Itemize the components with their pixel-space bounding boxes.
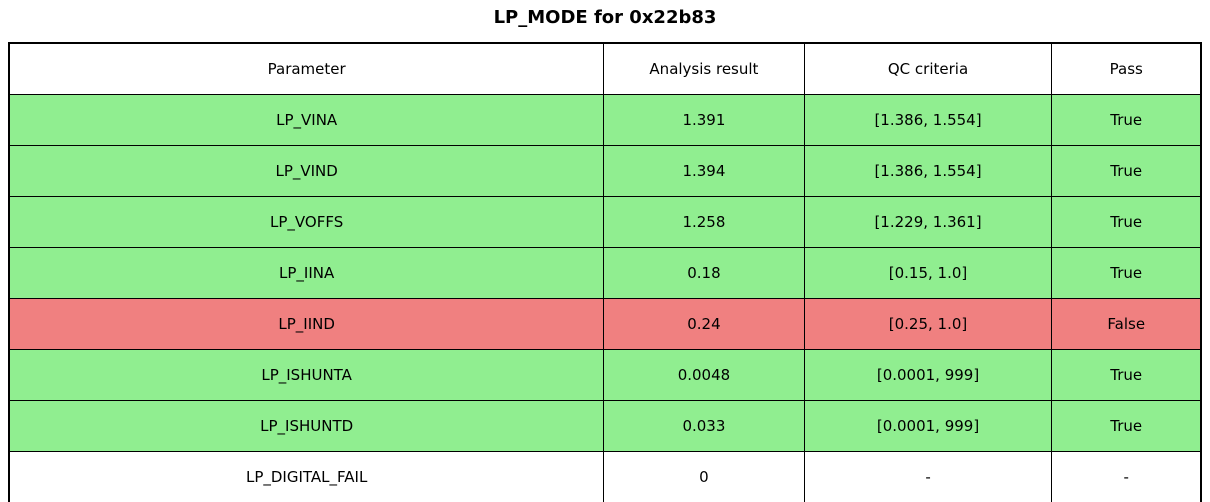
- table-header: Parameter Analysis result QC criteria Pa…: [8, 42, 1202, 95]
- table-row: LP_VOFFS 1.258 [1.229, 1.361] True: [8, 196, 1202, 248]
- analysis-result-cell: 0.0048: [603, 349, 805, 401]
- qc-criteria-cell: [1.386, 1.554]: [803, 94, 1053, 146]
- pass-cell: True: [1051, 247, 1202, 299]
- pass-cell: True: [1051, 94, 1202, 146]
- header-qc-criteria: QC criteria: [803, 42, 1053, 95]
- qc-results-table: Parameter Analysis result QC criteria Pa…: [8, 42, 1202, 502]
- analysis-result-cell: 0.18: [603, 247, 805, 299]
- table-row: LP_IINA 0.18 [0.15, 1.0] True: [8, 247, 1202, 299]
- table-body: LP_VINA 1.391 [1.386, 1.554] True LP_VIND 1.3…: [8, 94, 1202, 502]
- parameter-cell: LP_VINA: [8, 94, 605, 146]
- table-row: LP_ISHUNTD 0.033 [0.0001, 999] True: [8, 400, 1202, 452]
- pass-cell: True: [1051, 400, 1202, 452]
- table-row: LP_IIND 0.24 [0.25, 1.0] False: [8, 298, 1202, 350]
- chart-title: LP_MODE for 0x22b83: [493, 7, 717, 28]
- qc-criteria-cell: [0.0001, 999]: [803, 400, 1053, 452]
- header-pass: Pass: [1051, 42, 1202, 95]
- table-row: LP_ISHUNTA 0.0048 [0.0001, 999] True: [8, 349, 1202, 401]
- pass-cell: True: [1051, 349, 1202, 401]
- qc-criteria-cell: [0.15, 1.0]: [803, 247, 1053, 299]
- pass-cell: False: [1051, 298, 1202, 350]
- pass-cell: True: [1051, 196, 1202, 248]
- parameter-cell: LP_ISHUNTD: [8, 400, 605, 452]
- qc-criteria-cell: [0.25, 1.0]: [803, 298, 1053, 350]
- qc-criteria-cell: [0.0001, 999]: [803, 349, 1053, 401]
- qc-criteria-cell: -: [803, 451, 1053, 502]
- parameter-cell: LP_ISHUNTA: [8, 349, 605, 401]
- parameter-cell: LP_VOFFS: [8, 196, 605, 248]
- header-row: Parameter Analysis result QC criteria Pa…: [8, 42, 1202, 95]
- parameter-cell: LP_DIGITAL_FAIL: [8, 451, 605, 502]
- table-row: LP_DIGITAL_FAIL 0- -: [8, 451, 1202, 502]
- analysis-result-cell: 1.258: [603, 196, 805, 248]
- header-analysis-result: Analysis result: [603, 42, 805, 95]
- parameter-cell: LP_IINA: [8, 247, 605, 299]
- qc-criteria-cell: [1.386, 1.554]: [803, 145, 1053, 197]
- analysis-result-cell: 0.24: [603, 298, 805, 350]
- parameter-cell: LP_VIND: [8, 145, 605, 197]
- parameter-cell: LP_IIND: [8, 298, 605, 350]
- qc-criteria-cell: [1.229, 1.361]: [803, 196, 1053, 248]
- analysis-result-cell: 0: [603, 451, 805, 502]
- pass-cell: -: [1051, 451, 1202, 502]
- header-parameter: Parameter: [8, 42, 605, 95]
- analysis-result-cell: 1.391: [603, 94, 805, 146]
- table-row: LP_VINA 1.391 [1.386, 1.554] True: [8, 94, 1202, 146]
- analysis-result-cell: 1.394: [603, 145, 805, 197]
- pass-cell: True: [1051, 145, 1202, 197]
- analysis-result-cell: 0.033: [603, 400, 805, 452]
- table-row: LP_VIND 1.394 [1.386, 1.554] True: [8, 145, 1202, 197]
